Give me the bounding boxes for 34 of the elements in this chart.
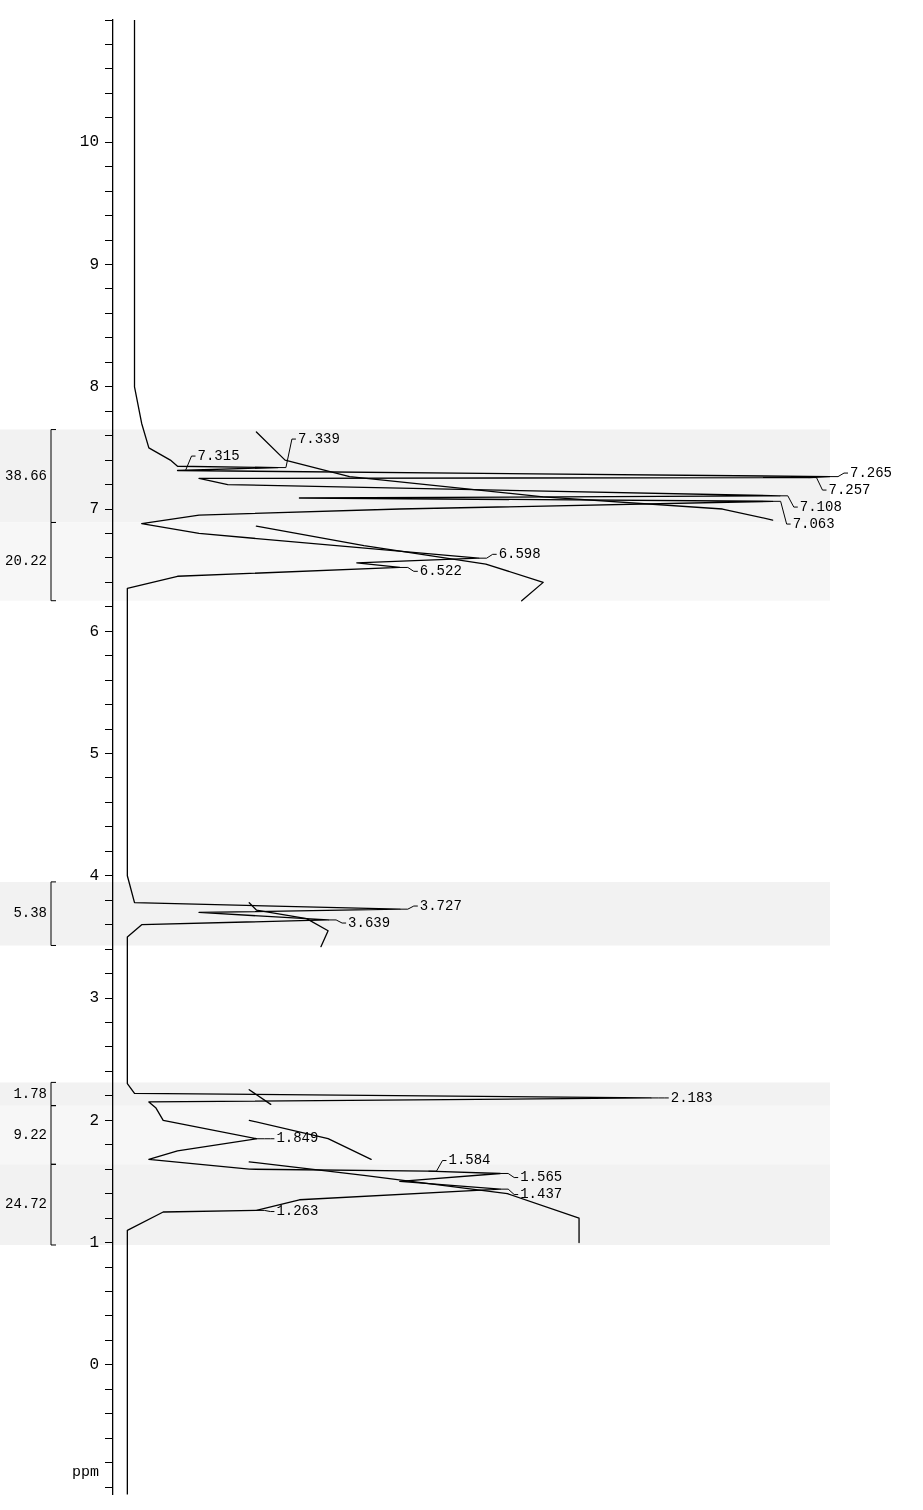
annotation: 1.584 — [448, 1152, 491, 1169]
y-tick-label: 0 — [89, 1356, 99, 1375]
band-label: 9.22 — [13, 1126, 47, 1143]
annotation: 7.108 — [799, 498, 842, 515]
annotation: 3.639 — [348, 914, 391, 931]
annotation: 7.265 — [850, 464, 893, 481]
y-tick-label: 7 — [89, 500, 99, 519]
annotation: 1.437 — [520, 1186, 563, 1203]
annotation: 7.257 — [828, 481, 871, 498]
annotation: 1.263 — [276, 1203, 319, 1220]
band-label: 20.22 — [4, 553, 47, 570]
annotation: 7.339 — [297, 430, 340, 447]
annotation: 3.727 — [419, 897, 462, 914]
annotation: 6.598 — [498, 546, 541, 563]
y-tick-label: 3 — [89, 989, 99, 1008]
y-tick-label: 5 — [89, 744, 99, 763]
band-label: 1.78 — [13, 1085, 47, 1102]
y-tick-label: 4 — [89, 867, 99, 886]
y-tick-label: 1 — [89, 1233, 99, 1252]
y-tick-label: 10 — [79, 133, 99, 152]
band-label: 5.38 — [13, 905, 47, 922]
annotation: 7.063 — [792, 515, 835, 532]
annotation: 1.849 — [276, 1130, 319, 1147]
annotation: 2.183 — [670, 1089, 713, 1106]
y-tick-label: 2 — [89, 1111, 99, 1130]
annotation: 1.565 — [520, 1169, 563, 1186]
y-axis-title: ppm — [71, 1464, 99, 1482]
band-label: 38.66 — [4, 467, 47, 484]
y-tick-label: 9 — [89, 255, 99, 274]
y-tick-label: 6 — [89, 622, 99, 641]
annotation: 7.315 — [197, 447, 240, 464]
y-tick-label: 8 — [89, 378, 99, 396]
band-label: 24.72 — [4, 1196, 47, 1213]
annotation: 6.522 — [419, 563, 462, 580]
